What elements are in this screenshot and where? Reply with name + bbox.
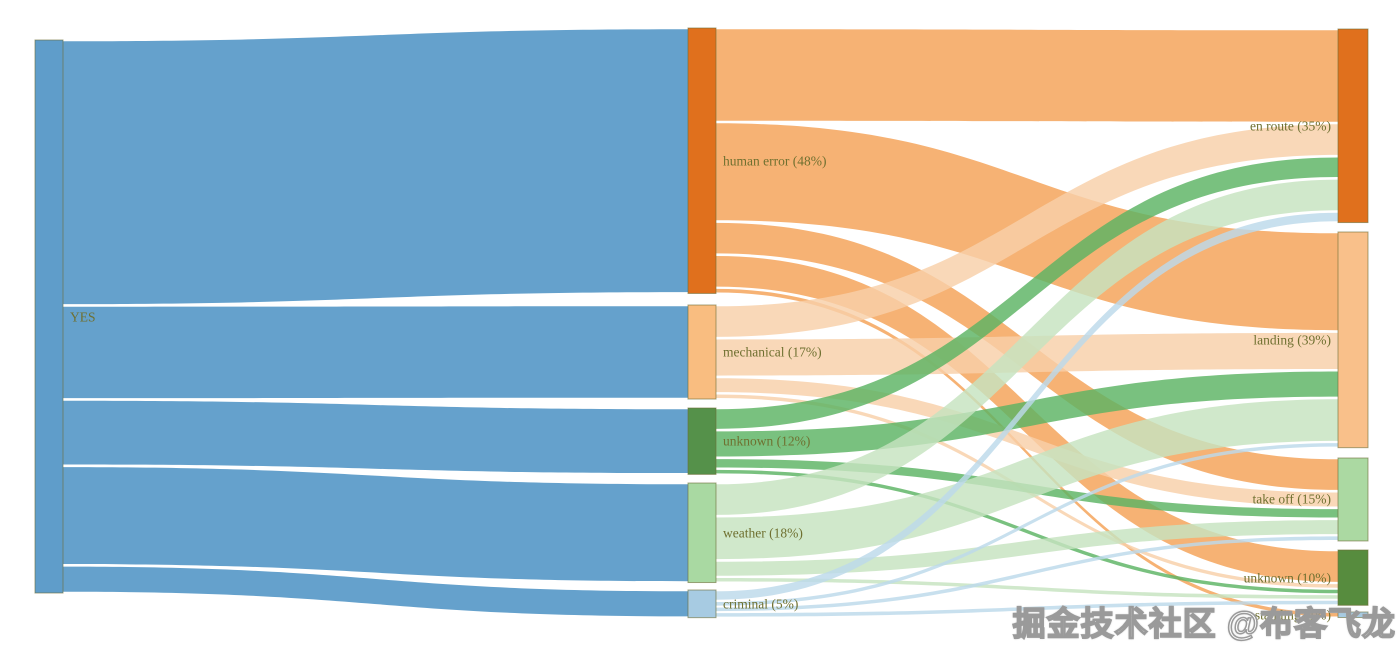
sankey-node-landing — [1337, 231, 1369, 449]
watermark: 掘金技术社区 @布客飞龙 — [1012, 604, 1396, 643]
sankey-link-criminal-unknown_phase — [716, 600, 1338, 617]
sankey-link-unknown_cause-en_route — [716, 157, 1338, 429]
node-label-yes: YES — [70, 308, 96, 324]
sankey-link-human_error-standing — [716, 288, 1338, 617]
sankey-link-criminal-en_route — [716, 212, 1338, 600]
sankey-link-YES-human_error — [63, 29, 688, 305]
node-label-standing: standing (1%) — [1254, 607, 1331, 622]
node-label-criminal: criminal (5%) — [723, 596, 799, 612]
node-label-unknown-cause: unknown (12%) — [723, 433, 811, 449]
sankey-link-criminal-landing — [716, 443, 1338, 606]
sankey-link-YES-weather — [63, 467, 688, 582]
sankey-node-en_route — [1337, 28, 1369, 224]
sankey-node-mechanical — [687, 304, 717, 400]
sankey-link-weather-take_off — [716, 520, 1338, 576]
node-label-take-off: take off (15%) — [1252, 491, 1331, 507]
sankey-node-take_off — [1337, 457, 1369, 542]
sankey-link-YES-mechanical — [63, 306, 688, 399]
sankey-node-human_error — [687, 27, 717, 294]
node-label-human-error: human error (48%) — [723, 152, 827, 168]
sankey-node-unknown_cause — [687, 407, 717, 475]
sankey-link-YES-criminal — [63, 566, 688, 617]
node-label-mechanical: mechanical (17%) — [723, 344, 822, 360]
node-label-landing: landing (39%) — [1253, 332, 1331, 348]
sankey-link-unknown_cause-unknown_phase — [716, 469, 1338, 594]
sankey-link-human_error-en_route — [716, 29, 1338, 122]
sankey-link-mechanical-en_route — [716, 124, 1338, 337]
node-label-en-route: en route (35%) — [1250, 118, 1331, 134]
sankey-link-criminal-take_off — [716, 536, 1338, 612]
sankey-link-YES-unknown_cause — [63, 400, 688, 474]
sankey-node-YES — [34, 39, 64, 594]
node-label-unknown-phase: unknown (10%) — [1243, 569, 1331, 585]
sankey-link-weather-unknown_phase — [716, 578, 1338, 599]
sankey-link-mechanical-take_off — [716, 378, 1338, 507]
sankey-node-unknown_phase — [1337, 549, 1369, 606]
sankey-link-weather-landing — [716, 399, 1338, 560]
sankey-node-criminal — [687, 589, 717, 619]
sankey-link-weather-en_route — [716, 179, 1338, 515]
sankey-link-unknown_cause-landing — [716, 371, 1338, 457]
node-label-weather: weather (18%) — [723, 525, 803, 541]
sankey-node-weather — [687, 482, 717, 584]
sankey-node-standing — [1337, 611, 1369, 619]
